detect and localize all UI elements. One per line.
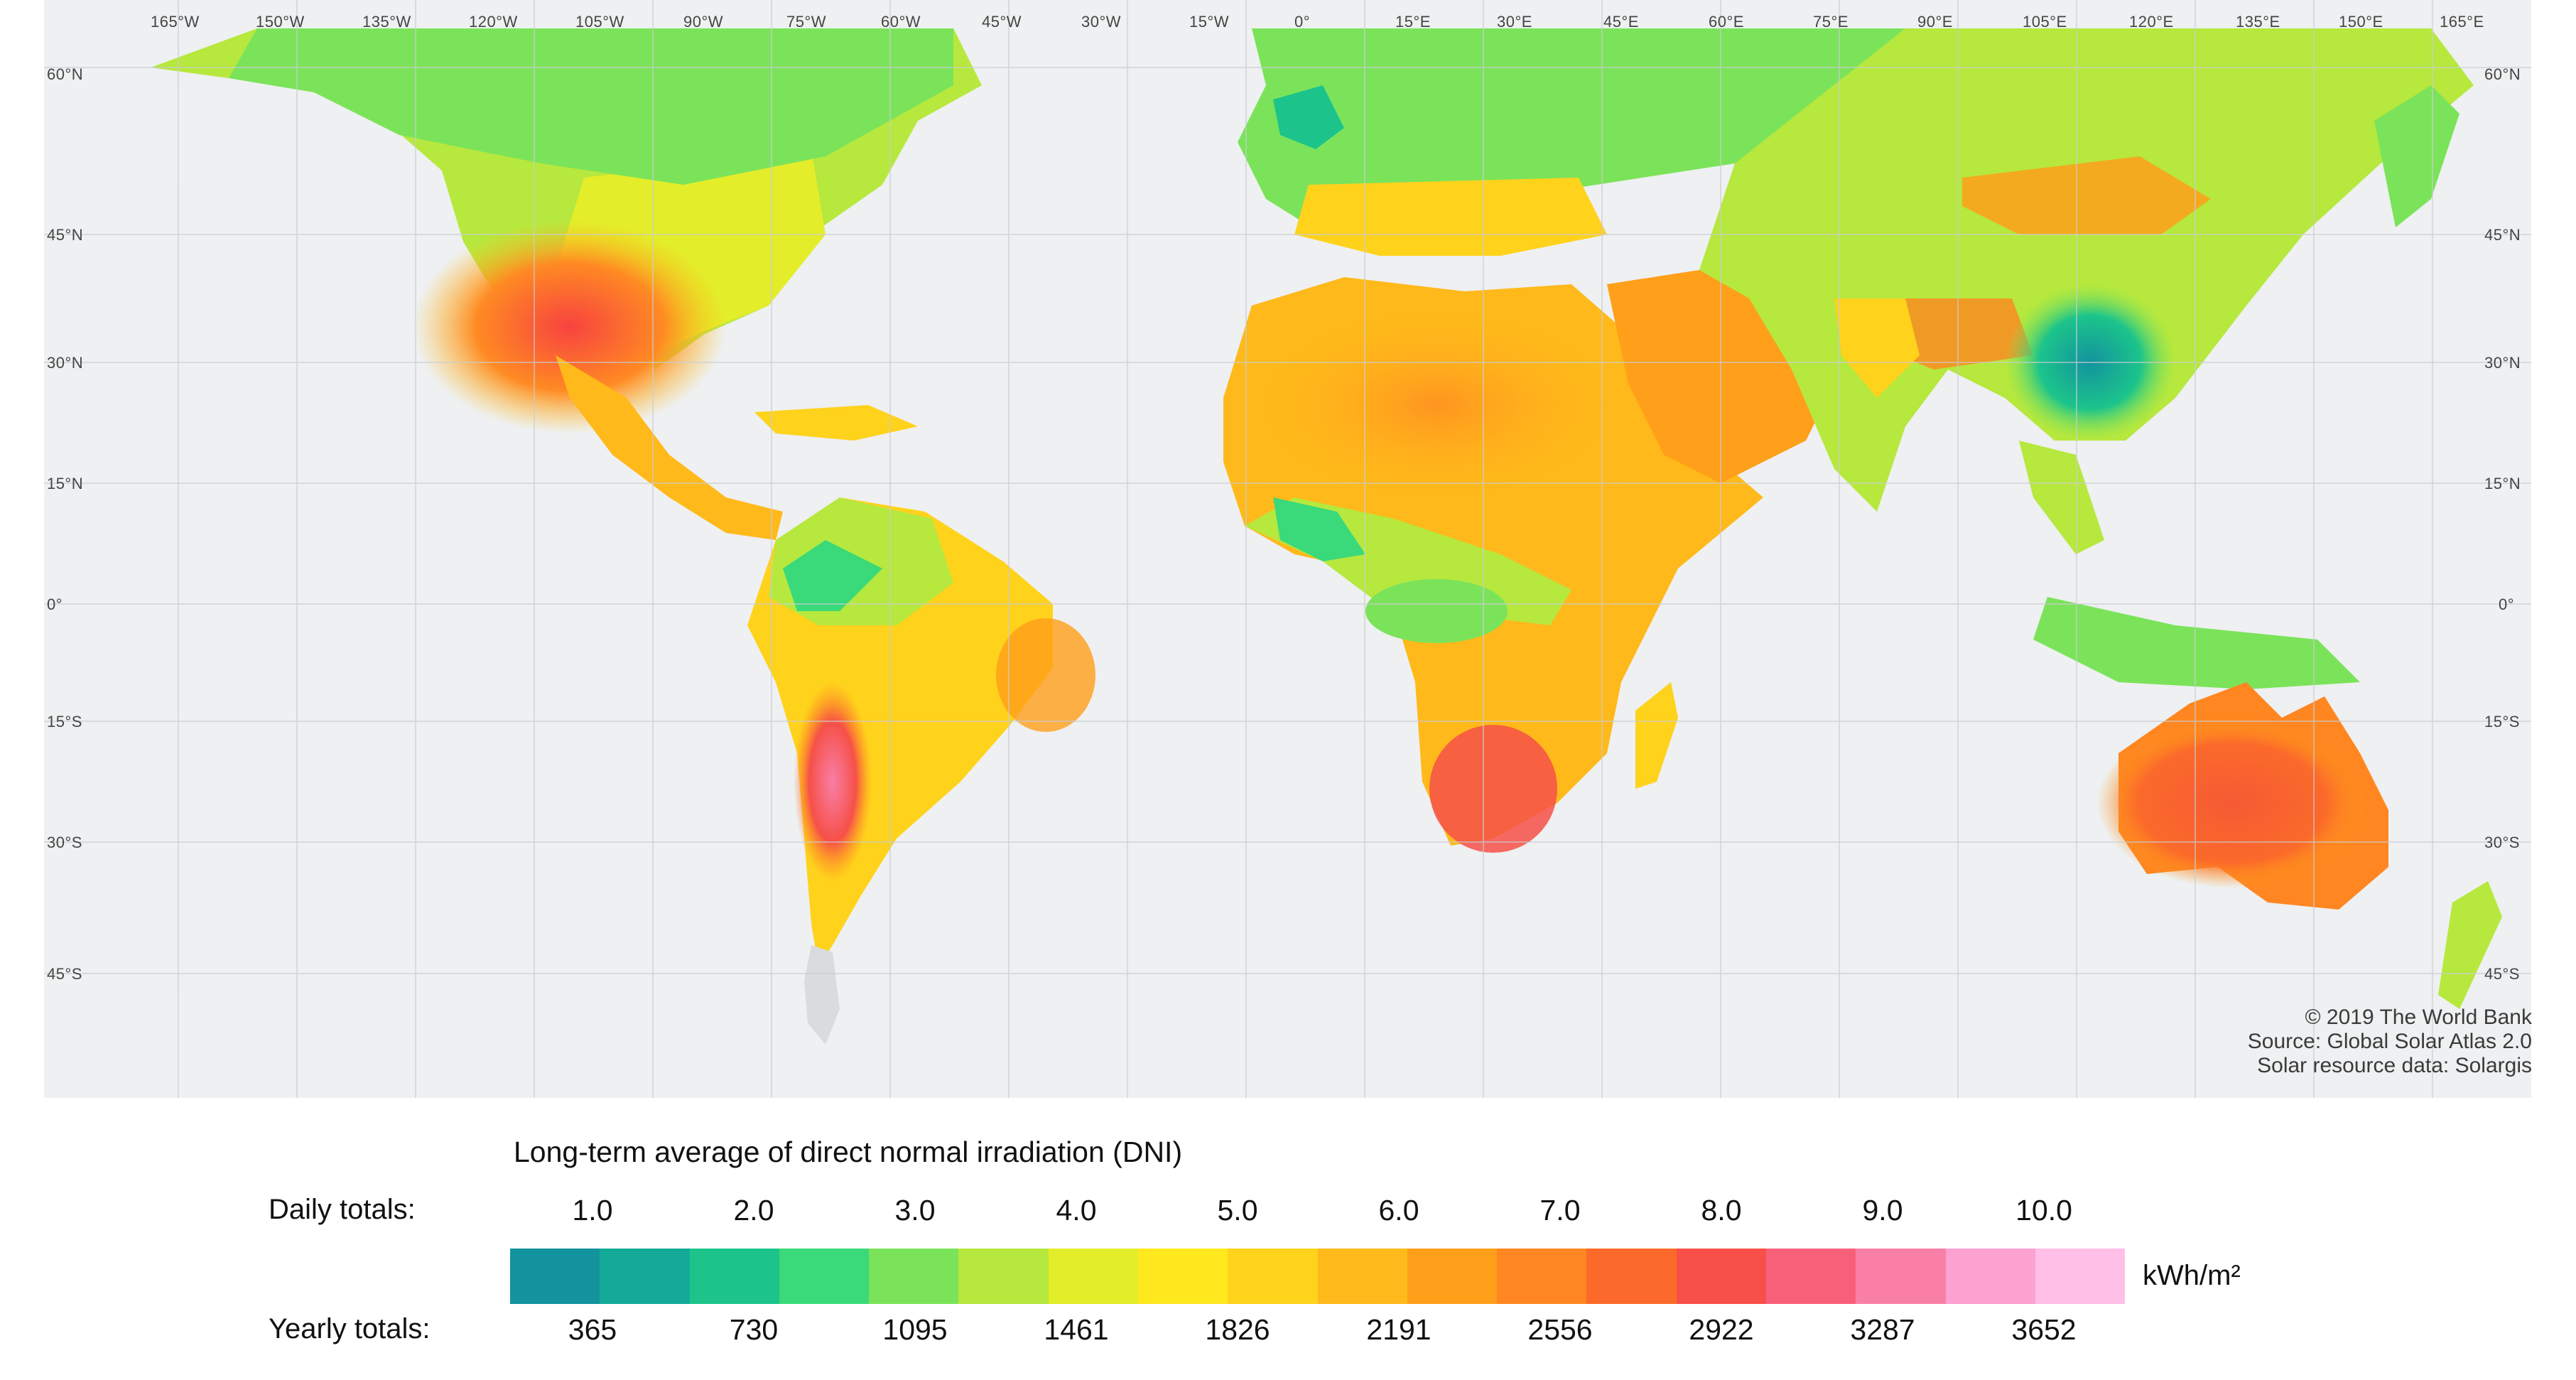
color-swatch [1676,1249,1766,1304]
daily-tick: 3.0 [894,1194,936,1227]
lat-label-right: 15°S [2484,713,2520,731]
yearly-tick: 3287 [1850,1313,1915,1346]
yearly-tick: 2191 [1366,1313,1432,1346]
central-america [556,355,783,540]
lat-label-left: 60°N [47,65,84,83]
legend-title: Long-term average of direct normal irrad… [514,1136,1183,1168]
daily-tick: 6.0 [1378,1194,1419,1227]
credit-data-provider: Solar resource data: Solargis [2257,1054,2532,1077]
lon-label: 105°E [2023,13,2067,31]
lat-label-left: 30°N [47,354,84,372]
lon-label: 120°W [469,13,518,31]
color-swatch [600,1249,690,1304]
yearly-tick: 1095 [882,1313,948,1346]
yearly-tick: 365 [568,1313,617,1346]
lon-label: 165°W [151,13,200,31]
lon-label: 60°E [1709,13,1744,31]
dni-map: 165°W 150°W 135°W 120°W 105°W 90°W 75°W … [44,0,2531,1098]
lon-label: 150°W [256,13,305,31]
lon-label: 60°W [881,13,921,31]
credit-copyright: © 2019 The World Bank [2305,1006,2532,1029]
lat-label-right: 45°N [2484,226,2521,244]
color-swatch [1407,1249,1498,1304]
color-swatch [1586,1249,1677,1304]
color-swatch [958,1249,1049,1304]
color-swatch [779,1249,870,1304]
lat-label-right: 30°S [2484,834,2520,851]
dni-color-scale [510,1249,2126,1304]
lon-label: 45°E [1603,13,1639,31]
lon-label: 165°E [2440,13,2484,31]
color-swatch [1856,1249,1946,1304]
lon-label: 30°W [1081,13,1122,31]
color-swatch [510,1249,600,1304]
daily-tick: 9.0 [1862,1194,1903,1227]
color-swatch [2035,1249,2126,1304]
map-credits: © 2019 The World Bank Source: Global Sol… [2248,1006,2532,1078]
daily-tick: 10.0 [2015,1194,2072,1227]
lon-label: 15°E [1395,13,1431,31]
lat-label-left: 45°N [47,226,84,244]
lon-label: 45°W [982,13,1022,31]
lat-label-right: 15°N [2484,475,2521,492]
lon-label: 90°W [683,13,724,31]
unit-label: kWh/m² [2143,1260,2241,1291]
color-swatch [689,1249,779,1304]
world-map-svg [44,0,2531,1098]
asia-landmass [1699,28,2474,512]
daily-tick: 7.0 [1539,1194,1581,1227]
yearly-tick: 1461 [1044,1313,1109,1346]
daily-tick: 1.0 [572,1194,613,1227]
lon-label: 150°E [2339,13,2383,31]
color-swatch [1317,1249,1407,1304]
daily-tick: 8.0 [1701,1194,1742,1227]
lat-label-left: 0° [47,595,63,613]
lon-label: 75°E [1813,13,1849,31]
yearly-tick: 730 [729,1313,779,1346]
color-swatch [1765,1249,1856,1304]
color-swatch [1945,1249,2035,1304]
lat-label-right: 30°N [2484,354,2521,372]
color-swatch [1497,1249,1587,1304]
lon-label: 105°W [575,13,624,31]
lon-label: 135°W [362,13,411,31]
lon-label: 135°E [2236,13,2280,31]
lat-label-right: 0° [2499,595,2515,613]
color-swatch [869,1249,959,1304]
daily-tick: 2.0 [733,1194,774,1227]
yearly-totals-label: Yearly totals: [269,1313,431,1344]
lon-label: 0° [1294,13,1311,31]
lon-label: 75°W [786,13,827,31]
lat-label-left: 30°S [47,834,82,851]
lat-label-right: 60°N [2484,65,2521,83]
lon-label: 120°E [2129,13,2174,31]
daily-tick: 4.0 [1056,1194,1097,1227]
credit-source: Source: Global Solar Atlas 2.0 [2247,1030,2532,1053]
yearly-tick: 2556 [1527,1313,1593,1346]
daily-tick: 5.0 [1217,1194,1258,1227]
lon-label: 90°E [1917,13,1953,31]
lat-label-left: 45°S [47,965,82,983]
color-swatch [1228,1249,1318,1304]
color-swatch [1137,1249,1228,1304]
lon-label: 30°E [1497,13,1532,31]
lat-label-left: 15°S [47,713,82,731]
yearly-tick: 1826 [1205,1313,1270,1346]
yearly-tick: 2922 [1689,1313,1754,1346]
yearly-tick: 3652 [2011,1313,2077,1346]
lat-label-left: 15°N [47,475,84,492]
daily-totals-label: Daily totals: [269,1194,416,1225]
lat-label-right: 45°S [2484,965,2520,983]
color-swatch [1048,1249,1138,1304]
lon-label: 15°W [1189,13,1230,31]
